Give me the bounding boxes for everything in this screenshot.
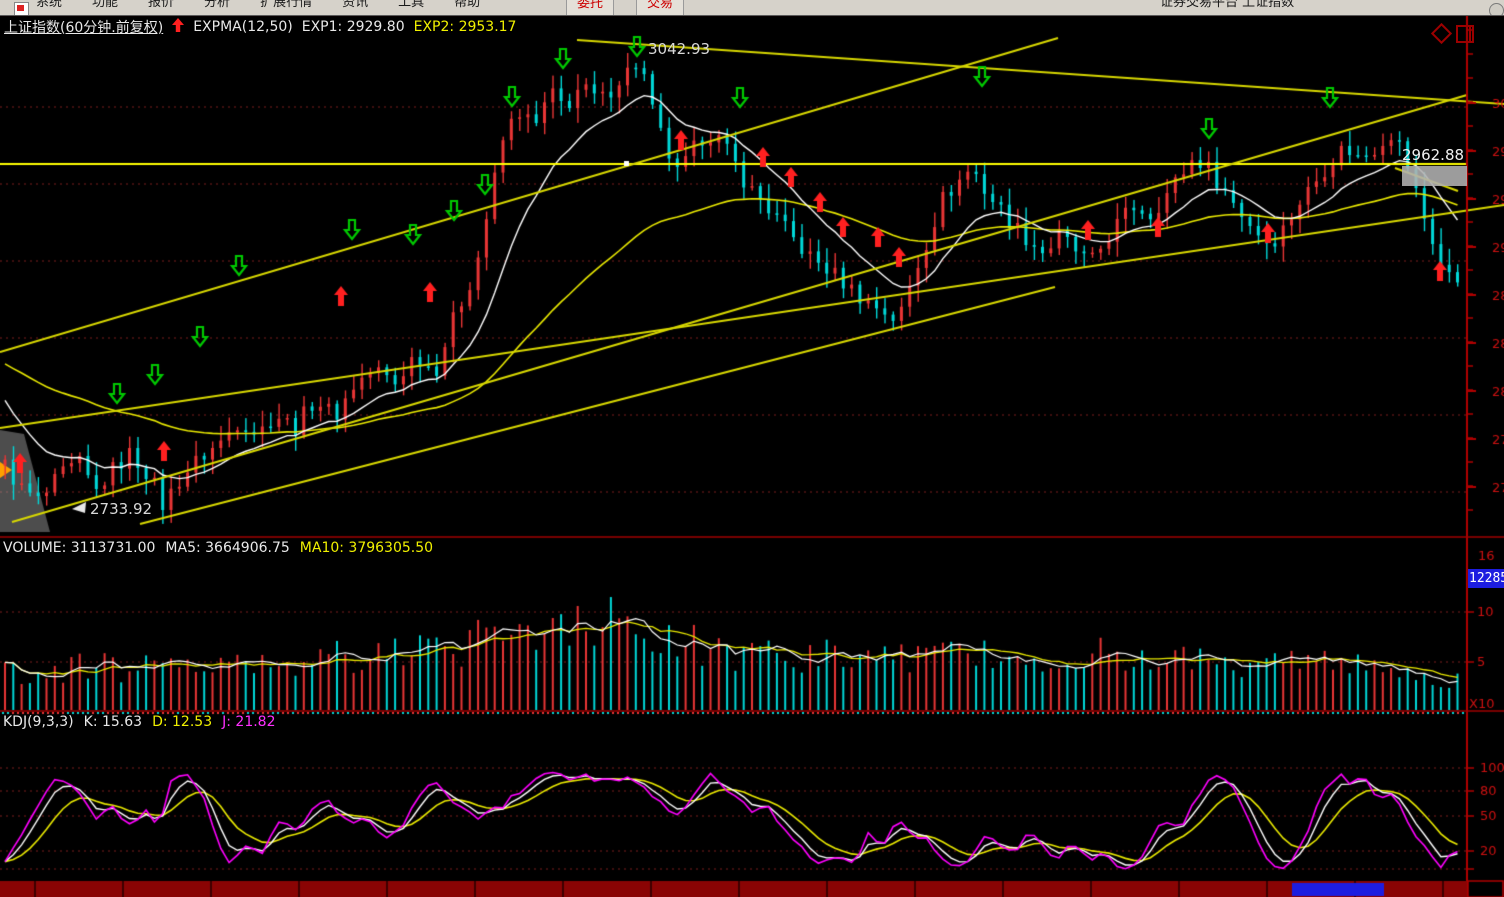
menu-right-text: 证券交易平台 上证指数 bbox=[1160, 0, 1295, 10]
menu-item[interactable]: 系统 bbox=[36, 0, 63, 10]
menu-hot-item[interactable]: 交易 bbox=[636, 0, 685, 15]
window-tile-icon[interactable] bbox=[1456, 25, 1471, 43]
menu-hot-item[interactable]: 委托 bbox=[566, 0, 615, 15]
window-control-partial[interactable] bbox=[1489, 3, 1504, 15]
menu-item[interactable]: 扩展行情 bbox=[260, 0, 313, 10]
menu-item[interactable]: 分析 bbox=[204, 0, 231, 10]
volume-ma5: MA5: 3664906.75 bbox=[165, 540, 290, 556]
menu-item[interactable]: 功能 bbox=[92, 0, 119, 10]
menu-hot-items: 委托 交易 bbox=[566, 0, 685, 15]
kdj-d-value: D: 12.53 bbox=[152, 714, 213, 730]
up-arrow-icon bbox=[172, 18, 185, 36]
indicator-name: EXPMA(12,50) bbox=[193, 19, 293, 35]
menu-items: 系统 功能 报价 分析 扩展行情 资讯 工具 帮助 bbox=[36, 0, 481, 15]
low-price-label: 2733.92 bbox=[90, 500, 153, 518]
trendline-handle-box[interactable] bbox=[1402, 166, 1467, 186]
kdj-header: KDJ(9,3,3) K: 15.63 D: 12.53 J: 21.82 bbox=[3, 714, 275, 730]
menu-item[interactable]: 帮助 bbox=[454, 0, 481, 10]
instrument-title: 上证指数(60分钟.前复权) bbox=[4, 20, 164, 36]
kdj-j-value: J: 21.82 bbox=[222, 714, 276, 730]
exp1-value: EXP1: 2929.80 bbox=[301, 19, 405, 35]
main-chart-header: 上证指数(60分钟.前复权) EXPMA(12,50) EXP1: 2929.8… bbox=[4, 17, 516, 37]
volume-ma10: MA10: 3796305.50 bbox=[299, 540, 434, 556]
kdj-k-value: K: 15.63 bbox=[83, 714, 143, 730]
kdj-name: KDJ(9,3,3) bbox=[3, 714, 74, 730]
volume-value: VOLUME: 3113731.00 bbox=[3, 540, 156, 556]
window-tile-icon-2[interactable] bbox=[1468, 25, 1474, 43]
exp2-value: EXP2: 2953.17 bbox=[413, 19, 517, 35]
menu-item[interactable]: 工具 bbox=[398, 0, 425, 10]
high-price-label: 3042.93 bbox=[648, 40, 711, 58]
menu-item[interactable]: 资讯 bbox=[342, 0, 369, 10]
menu-item[interactable]: 报价 bbox=[148, 0, 175, 10]
app-icon[interactable] bbox=[14, 2, 29, 15]
volume-axis-badge: 12285 bbox=[1468, 569, 1504, 588]
menu-bar: 系统 功能 报价 分析 扩展行情 资讯 工具 帮助 委托 交易 证券交易平台 上证指数 bbox=[0, 0, 1504, 16]
volume-header: VOLUME: 3113731.00 MA5: 3664906.75 MA10:… bbox=[3, 540, 433, 556]
hline-price-label: 2962.88 bbox=[1402, 146, 1465, 164]
